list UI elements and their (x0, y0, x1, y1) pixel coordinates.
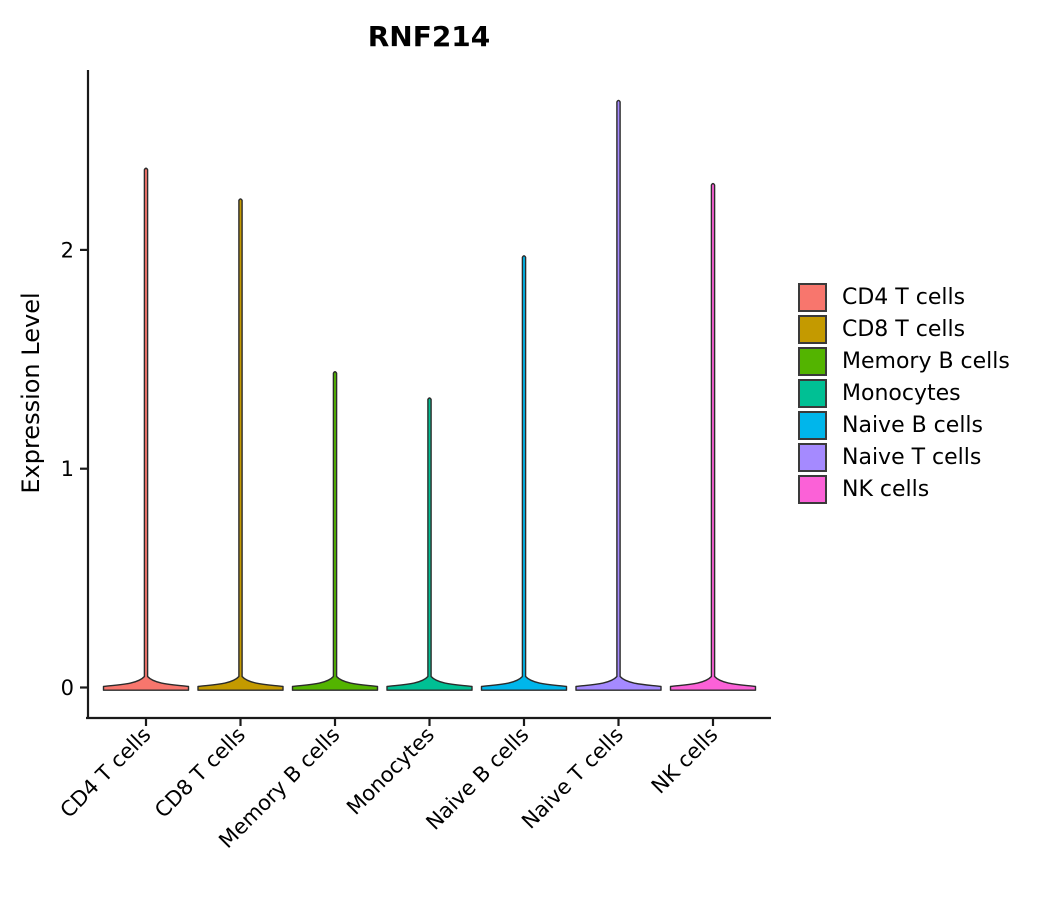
x-tick-label-monocytes: Monocytes (342, 723, 439, 820)
legend-swatch-monocytes (798, 379, 827, 408)
legend-label: Naive T cells (842, 445, 982, 470)
legend-item-nk-cells: NK cells (798, 475, 1010, 504)
plot-title: RNF214 (367, 20, 491, 53)
violin-monocytes (386, 397, 473, 691)
x-tick-label-nk-cells: NK cells (647, 723, 723, 799)
violin-nk-cells (669, 182, 757, 691)
violin-naive-b-cells (480, 255, 568, 691)
violin-memory-b-cells (291, 371, 379, 691)
legend-label: Monocytes (842, 381, 961, 406)
y-tick-label: 0 (61, 676, 74, 700)
legend-label: CD4 T cells (842, 285, 966, 310)
legend-label: Naive B cells (842, 413, 984, 438)
legend-swatch-cd8-t-cells (798, 315, 827, 344)
x-tick-label-cd8-t-cells: CD8 T cells (150, 723, 250, 823)
legend-swatch-nk-cells (798, 475, 827, 504)
legend-label: NK cells (842, 477, 930, 502)
violin-naive-t-cells (575, 99, 662, 691)
legend-swatch-memory-b-cells (798, 347, 827, 376)
legend-label: CD8 T cells (842, 317, 966, 342)
legend-swatch-naive-t-cells (798, 443, 827, 472)
legend-item-naive-b-cells: Naive B cells (798, 411, 1010, 440)
x-tick-label-naive-t-cells: Naive T cells (517, 723, 628, 834)
x-tick-label-cd4-t-cells: CD4 T cells (56, 723, 156, 823)
y-tick-label: 2 (61, 238, 74, 262)
y-tick-label: 1 (61, 457, 74, 481)
legend-item-naive-t-cells: Naive T cells (798, 443, 1010, 472)
violin-cd8-t-cells (197, 198, 284, 691)
legend-item-monocytes: Monocytes (798, 379, 1010, 408)
legend-swatch-cd4-t-cells (798, 283, 827, 312)
legend-swatch-naive-b-cells (798, 411, 827, 440)
violin-cd4-t-cells (102, 167, 190, 691)
legend: CD4 T cells CD8 T cells Memory B cells Mono… (798, 283, 1010, 507)
legend-item-cd4-t-cells: CD4 T cells (798, 283, 1010, 312)
legend-item-cd8-t-cells: CD8 T cells (798, 315, 1010, 344)
legend-label: Memory B cells (842, 349, 1010, 374)
legend-item-memory-b-cells: Memory B cells (798, 347, 1010, 376)
